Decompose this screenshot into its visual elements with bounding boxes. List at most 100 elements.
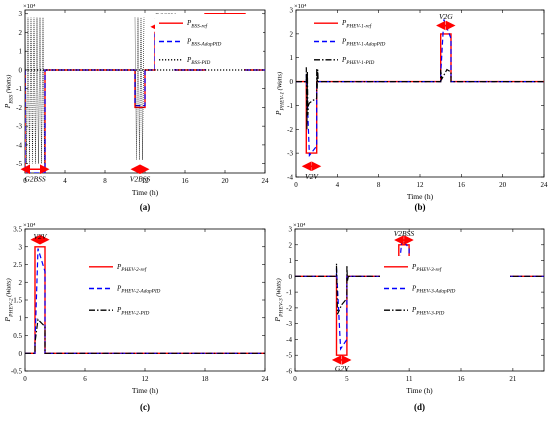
y-tick-label: 2 (19, 29, 23, 37)
y-tick-label: -3 (16, 123, 22, 131)
x-tick-label: 24 (541, 181, 549, 189)
y-tick-label: -3 (286, 320, 292, 328)
y-tick-label: -2 (16, 104, 22, 112)
legend: PPHEV-2-ref PPHEV-2-AdapPID PPHEV-2-PID (85, 256, 205, 321)
y-tick-label: 3.5 (13, 226, 22, 234)
x-tick-label: 12 (142, 375, 150, 383)
legend-label: PPHEV-3-PID (411, 306, 444, 316)
y-tick-label: 1 (290, 54, 294, 62)
legend-label: PBSS-ref (186, 19, 209, 29)
y-tick-label: -3 (287, 150, 293, 158)
y-tick-label: 1 (19, 48, 23, 56)
x-tick-label: 24 (262, 375, 270, 383)
annotation-label: V2BSS (394, 229, 415, 238)
x-tick-label: 21 (509, 375, 517, 383)
x-tick-label: 12 (142, 177, 150, 185)
y-tick-label: 0 (290, 78, 294, 86)
y-tick-label: -0.5 (11, 368, 23, 376)
annotation-label: G2V (335, 364, 350, 373)
chart-panel: 0 5 11 16 21 -6 -5 -4 -3 -2 -1 0 1 2 3 ×10⁴ Time (h) PPHE… (273, 222, 545, 395)
legend-label: PPHEV-2-AdapPID (116, 285, 161, 295)
legend-label: PBSS-AdapPID (186, 38, 222, 48)
x-tick-label: 4 (336, 181, 340, 189)
x-tick-label: 24 (262, 177, 270, 185)
x-tick-label: 16 (182, 177, 190, 185)
y-tick-label: 3 (19, 10, 23, 18)
y-axis-label: PPHEV-2 (Watts) (3, 278, 14, 322)
x-tick-label: 8 (377, 181, 381, 189)
x-axis-label: Time (h) (132, 188, 159, 197)
x-tick-label: 12 (417, 181, 425, 189)
exponent-label: ×10⁴ (23, 222, 36, 229)
x-tick-label: 20 (499, 181, 507, 189)
y-tick-label: 2 (19, 279, 23, 287)
y-tick-label: 2 (290, 30, 294, 38)
y-tick-label: -2 (287, 126, 293, 134)
y-axis-label: PBSS (Watts) (3, 75, 14, 110)
x-tick-label: 0 (294, 181, 298, 189)
x-tick-label: 0 (293, 375, 297, 383)
panel-label: (c) (140, 402, 150, 412)
exponent-label: ×10⁴ (23, 3, 36, 10)
panel-label: (a) (140, 202, 151, 212)
y-tick-label: 3 (289, 226, 293, 234)
y-axis-label-text: PPHEV-2 (Watts) (3, 278, 14, 322)
y-tick-label: 2 (289, 241, 293, 249)
y-axis-label-text: PBSS (Watts) (3, 75, 14, 110)
series-group (296, 19, 544, 158)
x-tick-label: 20 (222, 177, 230, 185)
y-tick-label: -1 (286, 289, 292, 297)
y-tick-label: -5 (286, 352, 292, 360)
x-tick-label: 6 (83, 375, 87, 383)
legend-label: PPHEV-2-ref (116, 263, 148, 273)
x-tick-label: 18 (202, 375, 210, 383)
y-tick-label: -4 (286, 336, 292, 344)
panel-label: (b) (415, 202, 426, 212)
y-tick-label: 0 (19, 66, 23, 74)
x-tick-label: 11 (406, 375, 413, 383)
exponent-label: ×10⁴ (294, 3, 307, 10)
y-tick-label: 3 (290, 7, 294, 15)
y-tick-label: -6 (286, 368, 292, 376)
y-axis-label-text: PPHEV-3 (Watts) (273, 278, 284, 322)
y-axis-label-text: PPHEV-1 (Watts) (274, 72, 285, 116)
x-tick-label: 8 (103, 177, 107, 185)
annotation-label: V2V (305, 172, 319, 181)
y-axis-label: PPHEV-3 (Watts) (273, 278, 284, 322)
x-tick-label: 16 (458, 181, 466, 189)
y-tick-label: 0 (289, 273, 293, 281)
series-group (25, 246, 265, 354)
y-axis-label: PPHEV-1 (Watts) (274, 72, 285, 116)
y-tick-label: -5 (16, 160, 22, 168)
x-tick-label: 4 (63, 177, 67, 185)
series-oscillation (134, 17, 145, 160)
series-oscillation (25, 17, 45, 164)
y-tick-label: 0 (19, 350, 23, 358)
y-tick-label: 1 (289, 257, 293, 265)
annotation-label: G2BSS (24, 175, 45, 184)
exponent-label: ×10⁴ (293, 222, 306, 229)
y-tick-label: 1 (19, 314, 23, 322)
x-tick-label: 5 (345, 375, 349, 383)
legend: PPHEV-1-ref PPHEV-1-AdapPID PPHEV-1-PID (310, 14, 415, 69)
legend-label: PPHEV-1-AdapPID (341, 38, 386, 48)
y-tick-label: -1 (16, 85, 22, 93)
legend-label: PBSS-PID (186, 56, 210, 66)
y-tick-label: 0.5 (13, 332, 22, 340)
legend-label: PPHEV-3-ref (411, 263, 443, 273)
y-tick-label: 1.5 (13, 297, 22, 305)
y-tick-label: -2 (286, 304, 292, 312)
x-axis-label: Time (h) (406, 386, 433, 395)
y-tick-label: -1 (287, 102, 293, 110)
series-line (25, 318, 265, 354)
legend: PBSS-ref PBSS-AdapPID PBSS-PID (155, 14, 263, 69)
legend-label: PPHEV-3-AdapPID (411, 285, 456, 295)
legend: PPHEV-3-ref PPHEV-3-AdapPID PPHEV-3-PID (380, 256, 510, 321)
panel-label: (d) (414, 402, 425, 412)
y-tick-label: -4 (16, 141, 22, 149)
x-axis-label: Time (h) (407, 192, 434, 201)
